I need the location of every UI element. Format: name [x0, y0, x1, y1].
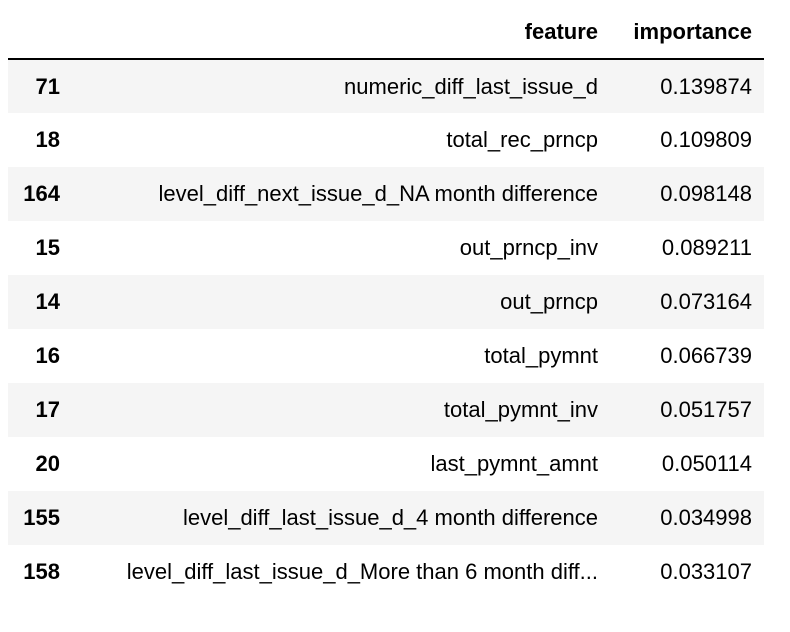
- importance-cell: 0.034998: [660, 505, 752, 530]
- table-row: 20 last_pymnt_amnt 0.050114: [8, 437, 764, 491]
- row-index: 71: [35, 73, 60, 99]
- column-header-importance: importance: [608, 6, 764, 60]
- importance-cell: 0.050114: [661, 451, 752, 476]
- table-row: 18 total_rec_prncp 0.109809: [8, 113, 764, 167]
- header-row: feature importance: [8, 6, 764, 60]
- importance-cell: 0.139874: [660, 73, 752, 99]
- table-row: 71 numeric_diff_last_issue_d 0.139874: [8, 59, 764, 113]
- importance-cell: 0.066739: [660, 343, 752, 368]
- feature-cell: level_diff_last_issue_d_More than 6 mont…: [126, 559, 598, 584]
- feature-importance-table: feature importance 71 numeric_diff_last_…: [8, 6, 764, 599]
- importance-cell: 0.033107: [660, 559, 752, 584]
- row-index: 20: [35, 451, 60, 476]
- table-row: 16 total_pymnt 0.066739: [8, 329, 764, 383]
- table-row: 17 total_pymnt_inv 0.051757: [8, 383, 764, 437]
- table-row: 158 level_diff_last_issue_d_More than 6 …: [8, 545, 764, 599]
- row-index: 18: [35, 127, 60, 152]
- table-header: feature importance: [8, 6, 764, 60]
- table-row: 15 out_prncp_inv 0.089211: [8, 221, 764, 275]
- dataframe-output: feature importance 71 numeric_diff_last_…: [8, 6, 764, 599]
- importance-cell: 0.051757: [660, 397, 752, 422]
- feature-cell: total_pymnt_inv: [443, 397, 598, 422]
- row-index: 155: [23, 505, 60, 530]
- table-row: 14 out_prncp 0.073164: [8, 275, 764, 329]
- feature-cell: last_pymnt_amnt: [430, 451, 598, 476]
- importance-cell: 0.089211: [661, 235, 752, 260]
- row-index: 17: [35, 397, 60, 422]
- feature-cell: level_diff_last_issue_d_4 month differen…: [182, 505, 598, 530]
- row-index: 14: [35, 289, 60, 314]
- row-index: 16: [35, 343, 60, 368]
- row-index: 15: [35, 235, 60, 260]
- feature-cell: numeric_diff_last_issue_d: [344, 73, 598, 99]
- feature-cell: level_diff_next_issue_d_NA month differe…: [158, 181, 598, 206]
- importance-cell: 0.098148: [660, 181, 752, 206]
- column-header-index: [8, 6, 74, 60]
- feature-cell: out_prncp: [500, 289, 598, 314]
- feature-cell: total_pymnt: [484, 343, 598, 368]
- row-index: 158: [23, 559, 60, 584]
- table-row: 164 level_diff_next_issue_d_NA month dif…: [8, 167, 764, 221]
- feature-cell: total_rec_prncp: [446, 127, 598, 152]
- importance-cell: 0.109809: [660, 127, 752, 152]
- table-body: 71 numeric_diff_last_issue_d 0.139874 18…: [8, 59, 764, 599]
- column-header-feature: feature: [74, 6, 608, 60]
- importance-cell: 0.073164: [660, 289, 752, 314]
- table-row: 155 level_diff_last_issue_d_4 month diff…: [8, 491, 764, 545]
- feature-cell: out_prncp_inv: [459, 235, 598, 260]
- row-index: 164: [23, 181, 60, 206]
